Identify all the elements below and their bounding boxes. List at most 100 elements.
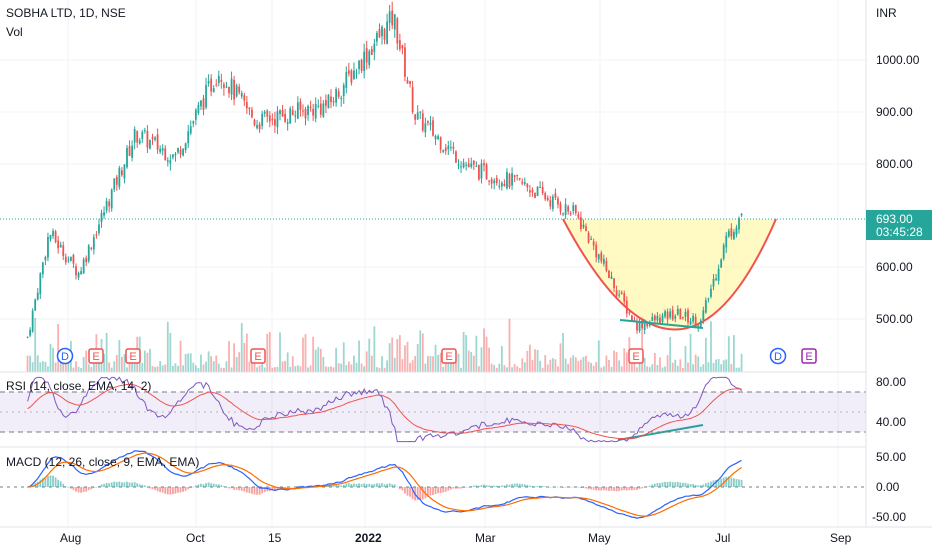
event-letter: E bbox=[254, 351, 261, 363]
cup-pattern-curve bbox=[562, 218, 777, 331]
macd-hist-bar bbox=[447, 487, 450, 491]
volume-bar bbox=[57, 324, 60, 372]
macd-hist-bar bbox=[263, 487, 266, 493]
candle-body bbox=[636, 321, 638, 331]
macd-hist-bar bbox=[266, 487, 269, 492]
candle-body bbox=[544, 193, 547, 200]
candle-body bbox=[720, 259, 723, 268]
dividend-marker[interactable]: D bbox=[56, 347, 74, 365]
macd-hist-bar bbox=[274, 487, 276, 491]
macd-hist-bar bbox=[511, 483, 513, 487]
earnings-marker[interactable]: E bbox=[628, 348, 644, 364]
volume-bar bbox=[585, 355, 587, 372]
macd-hist-bar bbox=[141, 484, 144, 487]
earnings-marker[interactable]: E bbox=[441, 348, 457, 364]
macd-hist-bar bbox=[725, 476, 728, 487]
candle-body bbox=[740, 213, 743, 216]
macd-hist-bar bbox=[240, 487, 243, 491]
volume-bar bbox=[166, 321, 169, 372]
macd-hist-bar bbox=[475, 485, 478, 487]
volume-bar bbox=[421, 333, 424, 372]
macd-hist-bar bbox=[419, 487, 422, 500]
volume-bar bbox=[710, 321, 712, 372]
macd-hist-bar bbox=[534, 486, 536, 488]
volume-bar bbox=[368, 338, 371, 372]
candle-body bbox=[712, 278, 715, 287]
volume-bar bbox=[87, 364, 90, 372]
macd-hist-bar bbox=[54, 477, 57, 487]
macd-hist-bar bbox=[587, 487, 590, 490]
earnings-icon bbox=[628, 348, 644, 364]
macd-hist-bar bbox=[245, 487, 248, 493]
earnings-marker[interactable]: E bbox=[250, 348, 266, 364]
volume-bar bbox=[243, 342, 246, 372]
macd-hist-bar bbox=[253, 487, 256, 495]
volume-bar bbox=[534, 349, 536, 372]
volume-bar bbox=[740, 353, 743, 372]
candle-body bbox=[638, 321, 641, 332]
macd-hist-bar bbox=[495, 485, 498, 487]
price-tick: 600.00 bbox=[876, 260, 913, 274]
macd-hist-bar bbox=[353, 483, 355, 487]
earnings-marker[interactable]: E bbox=[125, 348, 141, 364]
candle-body bbox=[416, 112, 419, 120]
macd-hist-bar bbox=[177, 487, 179, 493]
earnings-marker[interactable]: E bbox=[88, 348, 104, 364]
macd-hist-bar bbox=[717, 479, 720, 487]
candle-body bbox=[437, 136, 440, 139]
macd-hist-bar bbox=[421, 487, 424, 500]
volume-bar bbox=[564, 358, 567, 372]
volume-bar bbox=[549, 359, 552, 372]
volume-bar bbox=[345, 365, 348, 372]
volume-bar bbox=[414, 355, 417, 372]
macd-hist-bar bbox=[256, 487, 258, 495]
macd-hist-bar bbox=[156, 487, 159, 492]
earnings-marker[interactable]: E bbox=[801, 348, 817, 364]
volume-bar bbox=[590, 362, 593, 372]
candle-body bbox=[421, 113, 424, 131]
macd-hist-bar bbox=[113, 481, 116, 487]
volume-bar bbox=[661, 367, 664, 372]
volume-bar bbox=[90, 367, 93, 372]
volume-bar bbox=[648, 367, 651, 372]
candle-body bbox=[411, 87, 414, 113]
macd-hist-bar bbox=[75, 487, 77, 492]
candle-body bbox=[475, 166, 478, 168]
macd-hist-bar bbox=[727, 476, 730, 487]
candle-body bbox=[87, 245, 90, 262]
volume-bar bbox=[669, 336, 672, 372]
volume-bar bbox=[712, 362, 715, 372]
volume-bar bbox=[289, 366, 292, 372]
macd-hist-bar bbox=[217, 484, 220, 487]
candle-body bbox=[641, 320, 644, 329]
macd-tick: 50.00 bbox=[876, 450, 906, 464]
volume-bar bbox=[577, 360, 580, 372]
volume-bar bbox=[245, 333, 248, 372]
candle-body bbox=[687, 310, 689, 323]
candle-body bbox=[623, 293, 626, 302]
macd-hist-bar bbox=[131, 482, 134, 487]
candle-body bbox=[597, 254, 600, 260]
volume-bar bbox=[159, 361, 162, 372]
candle-body bbox=[228, 86, 230, 94]
macd-hist-bar bbox=[704, 483, 707, 487]
volume-bar bbox=[309, 365, 312, 372]
volume-bar bbox=[506, 367, 508, 372]
macd-hist-bar bbox=[228, 487, 230, 489]
macd-hist-bar bbox=[225, 487, 228, 488]
candle-body bbox=[62, 245, 65, 257]
dividend-marker[interactable]: D bbox=[769, 347, 787, 365]
candle-body bbox=[498, 185, 501, 187]
volume-bar bbox=[358, 340, 360, 372]
macd-hist-bar bbox=[110, 482, 113, 487]
candle-body bbox=[220, 79, 223, 82]
candle-body bbox=[717, 268, 720, 281]
macd-hist-bar bbox=[161, 487, 164, 493]
macd-hist-bar bbox=[360, 484, 363, 487]
candle-body bbox=[733, 231, 735, 240]
macd-hist-bar bbox=[460, 487, 462, 489]
volume-bar bbox=[47, 366, 49, 372]
volume-bar bbox=[141, 362, 144, 372]
